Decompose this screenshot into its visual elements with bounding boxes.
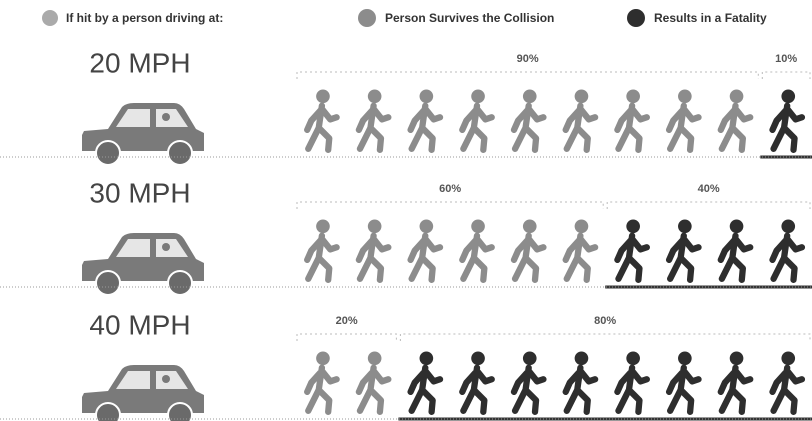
person-icon [514, 90, 543, 150]
person-icon [669, 90, 698, 150]
person-icon [514, 220, 543, 280]
person-icon [514, 352, 543, 412]
car-icon [82, 103, 204, 165]
legend-label: Results in a Fatality [654, 11, 767, 25]
value-label: 20% [336, 315, 358, 327]
person-group [411, 352, 802, 412]
person-icon [359, 352, 388, 412]
bracket [297, 72, 758, 79]
car-icon [82, 233, 204, 295]
bracket [297, 334, 396, 341]
person-icon [566, 352, 595, 412]
person-icon [411, 352, 440, 412]
person-icon [721, 220, 750, 280]
value-label: 40% [698, 183, 720, 195]
bracket [607, 202, 810, 209]
value-label: 90% [517, 53, 539, 65]
person-icon [617, 220, 646, 280]
bracket [400, 334, 810, 341]
value-label: 60% [439, 183, 461, 195]
person-icon [566, 90, 595, 150]
legend-title: If hit by a person driving at: [66, 11, 223, 25]
person-icon [617, 352, 646, 412]
person-icon [307, 220, 336, 280]
person-icon [669, 220, 698, 280]
person-group [307, 90, 750, 150]
person-icon [462, 352, 491, 412]
person-icon [411, 90, 440, 150]
legend-label: Person Survives the Collision [385, 11, 554, 25]
speed-label: 20 MPH [89, 47, 190, 78]
car-icon [82, 365, 204, 421]
person-group [307, 352, 388, 412]
person-icon [773, 352, 802, 412]
legend-dot [358, 9, 376, 27]
bracket [762, 72, 810, 79]
person-icon [566, 220, 595, 280]
value-label: 10% [775, 53, 797, 65]
person-icon [617, 90, 646, 150]
person-group [773, 90, 802, 150]
person-icon [773, 220, 802, 280]
person-icon [721, 352, 750, 412]
speed-label: 40 MPH [89, 309, 190, 340]
person-icon [773, 90, 802, 150]
value-label: 80% [594, 315, 616, 327]
person-icon [359, 220, 388, 280]
legend-dot [42, 10, 58, 26]
bracket [297, 202, 603, 209]
chart: If hit by a person driving at: Person Sur… [0, 0, 812, 421]
person-icon [307, 352, 336, 412]
person-icon [669, 352, 698, 412]
person-icon [462, 90, 491, 150]
person-group [617, 220, 802, 280]
person-icon [462, 220, 491, 280]
person-icon [359, 90, 388, 150]
person-group [307, 220, 595, 280]
legend-dot [627, 9, 645, 27]
speed-label: 30 MPH [89, 177, 190, 208]
person-icon [411, 220, 440, 280]
person-icon [307, 90, 336, 150]
person-icon [721, 90, 750, 150]
